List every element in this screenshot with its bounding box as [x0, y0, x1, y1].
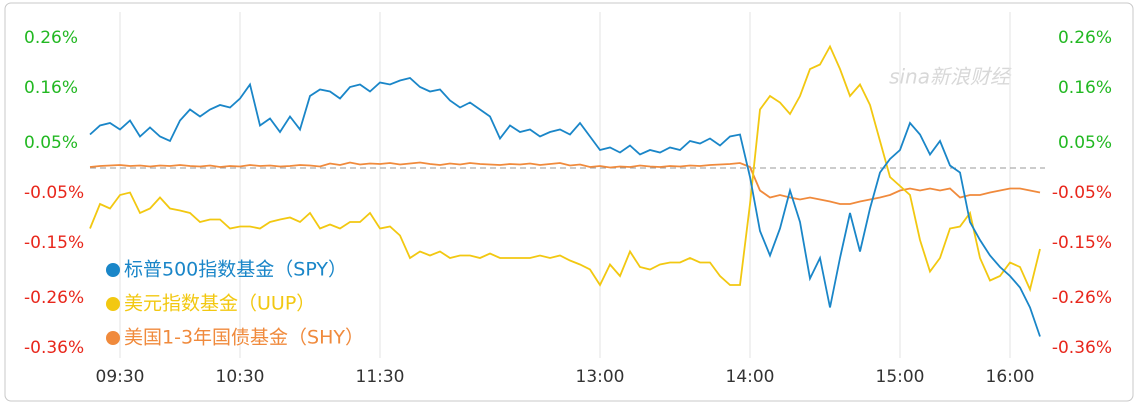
legend-label: 标普500指数基金（SPY） [124, 259, 347, 281]
x-tick-label: 14:00 [726, 367, 775, 387]
legend-marker [106, 263, 120, 277]
x-tick-label: 09:30 [96, 367, 145, 387]
y2-tick-label: 0.05% [1058, 133, 1112, 153]
x-tick-label: 13:00 [576, 367, 625, 387]
y2-tick-label: 0.26% [1058, 28, 1112, 48]
legend-marker [106, 297, 120, 311]
series-line [89, 77, 1041, 337]
chart-frame [4, 2, 1134, 402]
legend-label: 美国1-3年国债基金（SHY） [124, 327, 364, 349]
y2-tick-label: -0.36% [1052, 338, 1112, 358]
x-tick-label: 11:30 [356, 367, 405, 387]
x-tick-label: 15:00 [876, 367, 925, 387]
legend-label: 美元指数基金（UUP） [124, 293, 315, 315]
y-tick-label: -0.15% [24, 233, 84, 253]
y-tick-label: -0.26% [24, 288, 84, 308]
y2-tick-label: -0.15% [1052, 233, 1112, 253]
x-tick-label: 10:30 [216, 367, 265, 387]
y2-tick-label: -0.05% [1052, 183, 1112, 203]
y2-tick-label: -0.26% [1052, 288, 1112, 308]
y-tick-label: 0.05% [24, 133, 78, 153]
series-line [89, 161, 1041, 205]
y-tick-label: -0.36% [24, 338, 84, 358]
x-tick-label: 16:00 [986, 367, 1035, 387]
y-tick-label: 0.16% [24, 78, 78, 98]
legend-marker [106, 331, 120, 345]
y-tick-label: 0.26% [24, 28, 78, 48]
series-line [89, 44, 1041, 293]
y2-tick-label: 0.16% [1058, 78, 1112, 98]
y-tick-label: -0.05% [24, 183, 84, 203]
watermark: sina新浪财经 [889, 65, 1012, 89]
